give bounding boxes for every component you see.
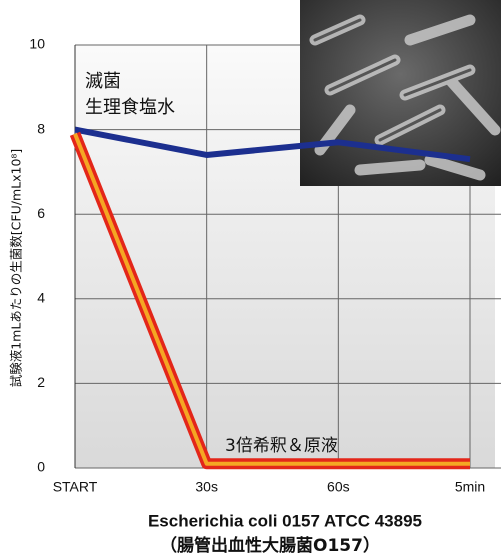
y-tick-label: 0 bbox=[37, 459, 45, 475]
series-label: 生理食塩水 bbox=[85, 97, 175, 118]
y-tick-label: 4 bbox=[37, 290, 45, 306]
photo bbox=[300, 0, 501, 186]
y-tick-label: 8 bbox=[37, 120, 45, 136]
caption: Escherichia coli 0157 ATCC 43895 bbox=[148, 511, 422, 530]
y-tick-label: 2 bbox=[37, 374, 45, 390]
x-tick-label: 30s bbox=[195, 479, 218, 495]
series-label: 滅菌 bbox=[85, 71, 121, 92]
y-tick-label: 10 bbox=[29, 36, 45, 52]
caption: （腸管出血性大腸菌O157） bbox=[160, 535, 380, 556]
x-tick-label: START bbox=[53, 479, 98, 495]
y-axis-label: 試験液1mLあたりの生菌数[CFU/mLx10⁸] bbox=[9, 149, 24, 388]
y-tick-label: 6 bbox=[37, 205, 45, 221]
x-tick-label: 5min bbox=[455, 479, 485, 495]
series-label: 3倍希釈＆原液 bbox=[225, 436, 338, 456]
x-tick-label: 60s bbox=[327, 479, 350, 495]
chart: 滅菌 生理食塩水 3倍希釈＆原液 試験液1mLあたりの生菌数[CFU/mLx10… bbox=[0, 0, 501, 557]
